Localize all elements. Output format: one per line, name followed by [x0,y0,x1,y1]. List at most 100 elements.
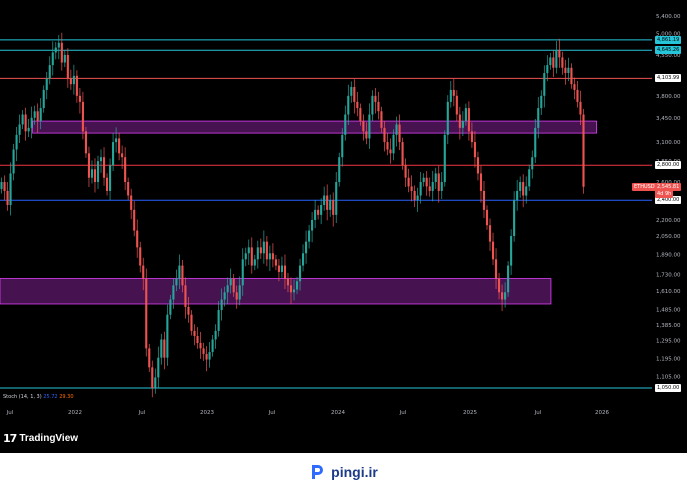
candle-body [467,108,470,132]
candle-body [277,265,280,272]
y-tick-label: 1,295.00 [656,338,681,344]
candle-body [558,49,561,58]
candle-body [39,108,42,122]
candle-body [543,73,546,96]
candle-body [45,78,48,90]
candle-body [148,348,151,368]
candle-body [60,42,63,63]
candle-body [395,124,398,135]
candle-body [434,173,437,183]
y-tick-label: 2,050.00 [656,234,681,240]
candle-body [136,230,139,248]
candle-body [217,310,220,331]
candle-body [404,165,407,178]
candle-body [220,299,223,311]
candle-body [326,195,329,210]
candle-body [127,182,130,196]
candle-body [573,84,576,90]
candle-body [308,230,311,242]
candle-body [268,253,271,260]
candle-body [446,101,449,135]
price-chart[interactable]: 5,400.005,000.004,550.004,150.003,800.00… [0,0,687,424]
y-tick-label: 1,485.00 [656,307,681,313]
y-tick-label: 2,200.00 [656,218,681,224]
candle-body [344,114,347,135]
candle-body [314,209,317,220]
candle-body [519,182,522,191]
candle-body [311,219,314,231]
candle-body [9,173,12,205]
stoch-indicator-label: Stoch (14, 1, 3) 25.72 29.30 [3,394,74,400]
candle-body [377,101,380,112]
candle-body [398,124,401,143]
candle-body [555,49,558,68]
candle-body [286,278,290,286]
candle-body [256,247,259,260]
indicator-d-value: 29.30 [59,394,74,400]
candle-body [341,134,344,158]
candle-body [549,57,552,66]
candle-body [0,182,3,189]
pingi-watermark: pingi.ir [0,453,687,490]
candle-body [579,101,582,115]
candle-body [525,186,528,196]
candle-body [440,182,443,191]
candle-body [33,111,36,118]
candle-body [546,65,549,74]
candle-body [193,330,196,337]
candle-body [21,114,24,125]
candle-body [184,285,187,307]
candle-body [78,95,81,102]
chart-footer [0,424,687,453]
candle-body [69,78,72,85]
candle-body [392,134,395,154]
candle-body [181,265,184,286]
x-tick-label: 2026 [595,410,609,416]
candle-body [229,278,232,286]
zone-rect [32,120,597,134]
chart-area[interactable]: 5,400.005,000.004,550.004,150.003,800.00… [0,0,687,424]
candle-body [63,54,66,63]
candle-body [425,177,428,187]
candle-body [292,289,296,293]
candle-body [54,47,57,53]
x-tick-label: 2023 [200,410,214,416]
candle-body [96,161,100,183]
x-tick-label: Jul [268,410,276,416]
candle-body [244,253,247,260]
candle-body [160,339,163,358]
candle-body [75,75,78,96]
candle-body [491,241,495,260]
candle-body [262,241,265,254]
candle-body [504,292,507,300]
y-tick-label: 3,450.00 [656,116,681,122]
candle-body [172,285,175,300]
candle-body [121,153,124,158]
candle-body [214,330,217,340]
candle-body [151,367,154,388]
candle-body [386,142,389,150]
candle-body [109,165,112,191]
candle-body [6,190,9,205]
candle-body [238,285,241,300]
candle-body [130,195,133,210]
candle-body [190,314,193,331]
level-price-tag: 4,861.19 [655,35,682,44]
candle-body [335,182,338,215]
candle-body [187,306,190,315]
candle-body [389,149,392,154]
candle-body [72,75,75,85]
candle-body [247,247,250,254]
candle-body [208,352,211,360]
candle-body [317,209,320,215]
candle-body [93,169,97,183]
indicator-name: Stoch (14, 1, 3) [3,394,42,400]
candle-body [280,265,284,272]
candle-body [461,121,464,128]
y-tick-label: 1,105.00 [656,374,681,380]
candle-body [205,353,208,360]
candle-body [443,134,446,183]
candle-body [253,259,256,266]
candle-body [540,95,543,109]
y-tick-label: 5,400.00 [656,14,681,20]
